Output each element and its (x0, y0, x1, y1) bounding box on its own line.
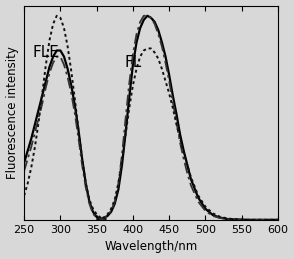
Text: FLE: FLE (33, 45, 60, 60)
X-axis label: Wavelength/nm: Wavelength/nm (104, 240, 198, 254)
Text: FL: FL (124, 55, 141, 70)
Y-axis label: Fluorescence intensity: Fluorescence intensity (6, 46, 19, 179)
